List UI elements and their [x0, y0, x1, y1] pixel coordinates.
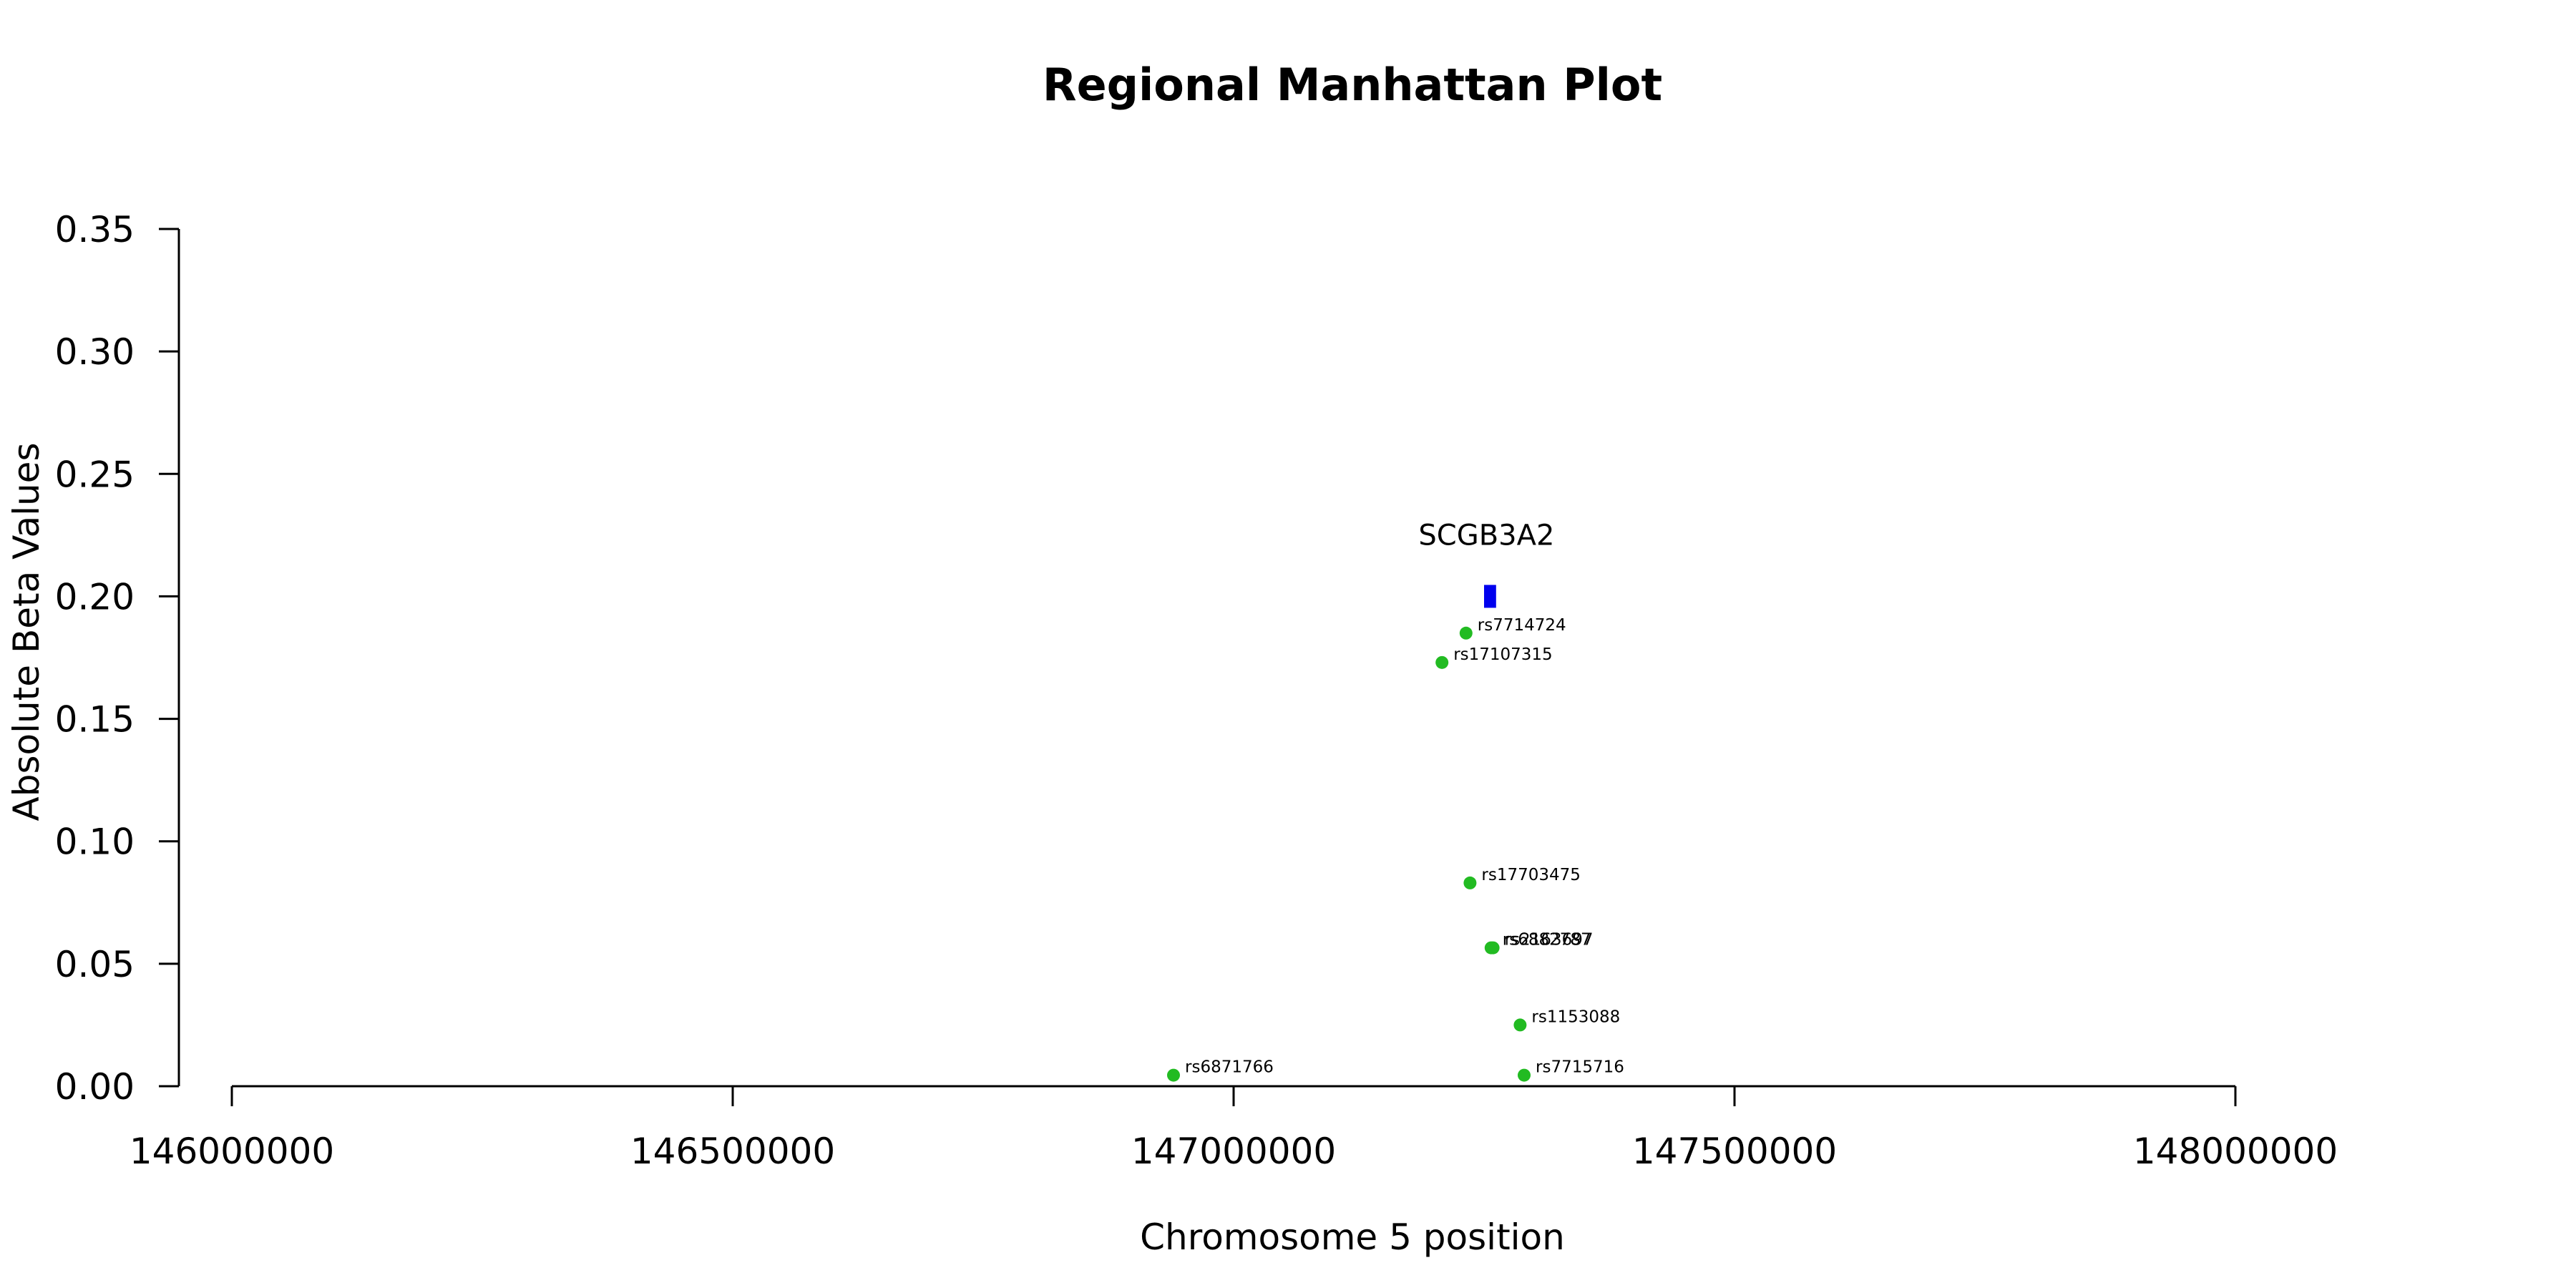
x-tick-label: 148000000 [2133, 1131, 2338, 1172]
y-tick-label: 0.20 [55, 576, 135, 618]
snp-label: rs7714724 [1478, 616, 1566, 635]
gene-box [1484, 585, 1496, 608]
snp-label: rs6882787 [1503, 931, 1591, 950]
chart-title: Regional Manhattan Plot [1043, 59, 1662, 111]
x-tick-label: 147000000 [1131, 1131, 1336, 1172]
y-tick-label: 0.15 [55, 699, 135, 741]
y-axis-label: Absolute Beta Values [6, 443, 47, 821]
snp-point [1513, 1018, 1527, 1032]
snp-points: rs7714724rs17107315rs17703475rs6882787rs… [1167, 616, 1624, 1082]
gene-label: SCGB3A2 [1418, 519, 1554, 552]
snp-point [1435, 655, 1449, 669]
y-tick-label: 0.05 [55, 944, 135, 985]
snp-label: rs17703475 [1481, 866, 1581, 884]
gene-track: SCGB3A2 [1418, 519, 1554, 608]
y-tick-label: 0.30 [55, 331, 135, 373]
snp-label: rs2163697 [1505, 931, 1594, 950]
snp-point [1486, 941, 1500, 955]
snp-label: rs7715716 [1536, 1058, 1624, 1077]
x-tick-label: 147500000 [1632, 1131, 1837, 1172]
y-tick-label: 0.10 [55, 821, 135, 863]
y-tick-label: 0.00 [55, 1066, 135, 1108]
snp-point [1167, 1068, 1180, 1082]
snp-point [1518, 1068, 1531, 1082]
x-tick-label: 146500000 [630, 1131, 835, 1172]
x-ticks: 146000000 146500000 147000000 147500000 1480… [130, 1086, 2338, 1172]
snp-point [1463, 876, 1477, 889]
snp-label: rs17107315 [1453, 645, 1553, 664]
y-ticks: 0.00 0.05 0.10 0.15 0.20 0.25 0.30 0.35 [55, 209, 179, 1108]
snp-label: rs1153088 [1531, 1008, 1620, 1026]
x-axis-label: Chromosome 5 position [1140, 1216, 1565, 1258]
snp-label: rs6871766 [1185, 1058, 1274, 1077]
y-tick-label: 0.35 [55, 209, 135, 250]
x-tick-label: 146000000 [130, 1131, 334, 1172]
snp-point [1459, 626, 1473, 640]
y-tick-label: 0.25 [55, 454, 135, 495]
